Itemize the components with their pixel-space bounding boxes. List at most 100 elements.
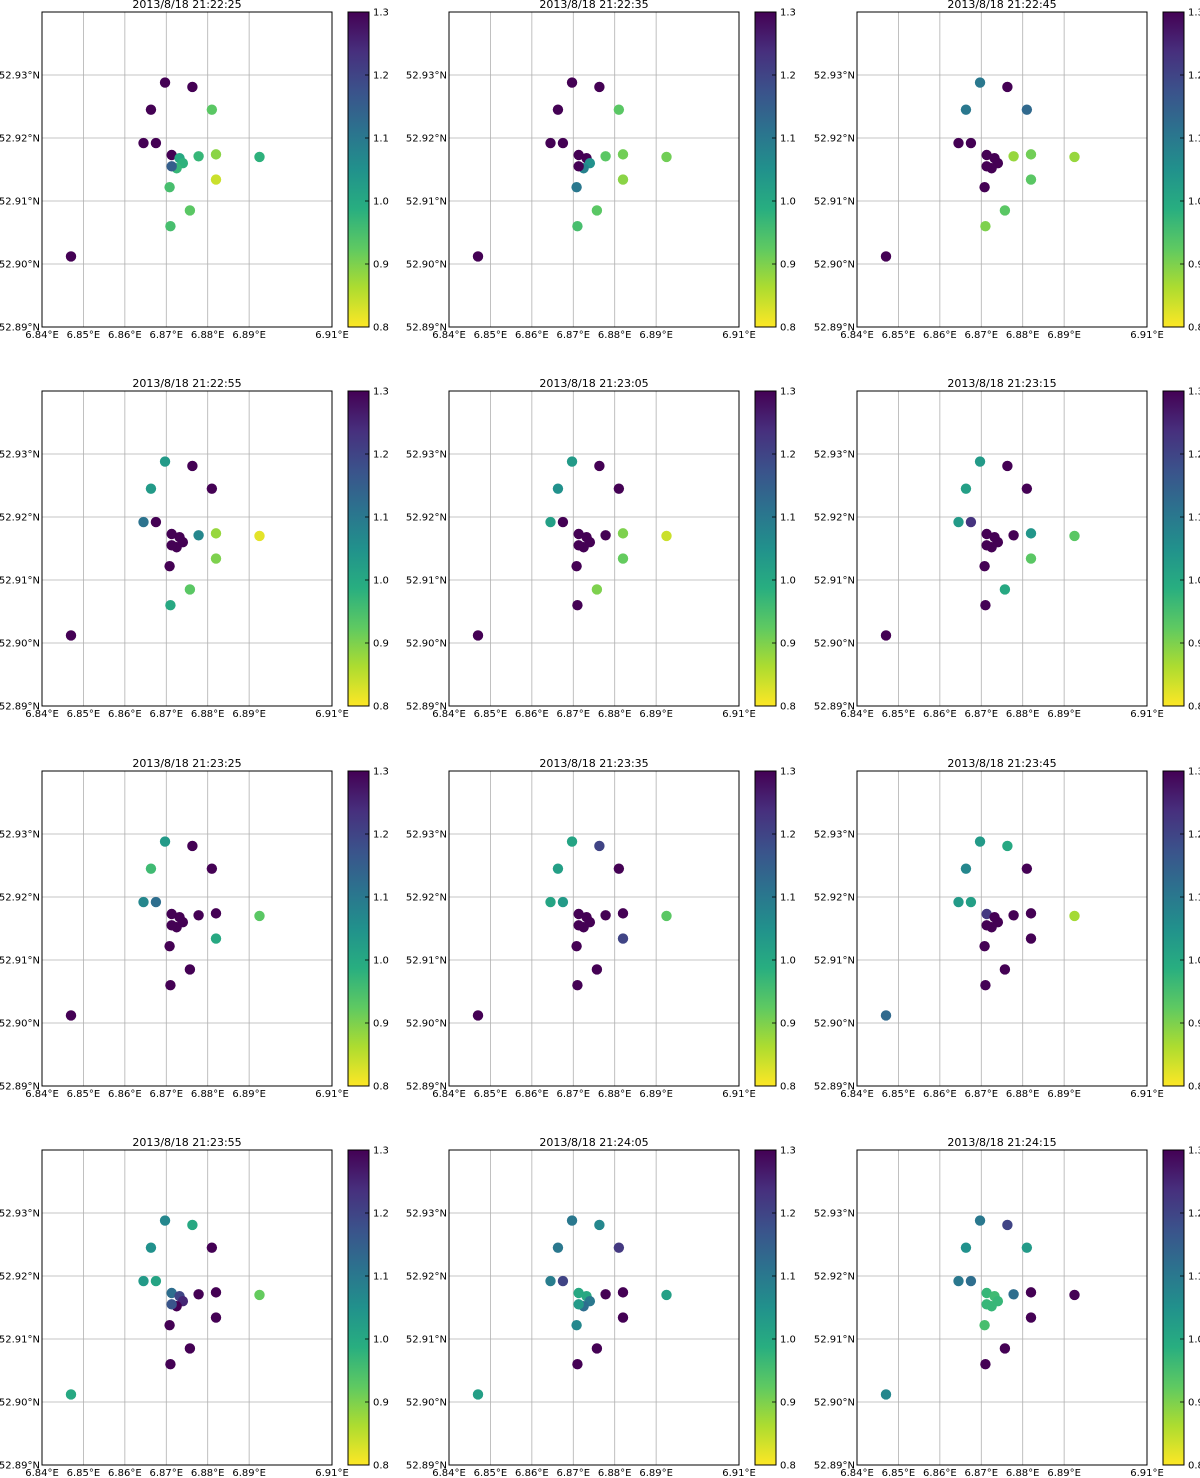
x-tick-label: 6.84°E [25,709,59,720]
data-point [150,1275,162,1287]
x-tick-label: 6.87°E [556,1468,590,1478]
data-point [254,530,265,542]
data-point [138,896,149,908]
x-tick-label: 6.88°E [598,709,632,720]
data-point [661,910,672,922]
x-tick-label: 6.89°E [639,709,673,720]
data-point [591,205,603,216]
data-point [571,940,582,952]
data-point [953,896,964,908]
axes-frame [856,390,1148,707]
axes-frame [41,1149,333,1466]
x-tick-label: 6.88°E [191,1089,225,1100]
x-tick-label: 6.88°E [598,330,632,341]
panel: 2013/8/18 21:23:15 6.84°E 6.85°E 6.86°E 6.87… [814,377,1200,720]
x-tick-label: 6.88°E [598,1468,632,1478]
colorbar-tick-label: 1.2 [1188,1209,1200,1220]
data-point [960,1242,972,1253]
colorbar [1162,770,1185,1087]
panel: 2013/8/18 21:24:05 6.84°E 6.85°E 6.86°E 6.87… [406,1136,796,1478]
data-point [953,516,964,528]
data-point [557,137,569,149]
data-point [1002,81,1013,93]
colorbar-tick-label: 1.0 [780,1335,796,1346]
data-point [1025,174,1037,185]
data-point [571,181,582,193]
colorbar-tick-label: 1.2 [1188,830,1200,841]
colorbar-tick-label: 0.8 [780,1082,796,1093]
data-point [600,1289,611,1300]
y-tick-label: 52.93°N [406,1209,447,1220]
x-tick-label: 6.87°E [964,330,998,341]
y-tick-label: 52.90°N [406,260,447,271]
data-point [965,896,977,908]
data-point [999,584,1011,595]
x-tick-label: 6.86°E [108,1468,142,1478]
data-point [999,1343,1011,1354]
data-point [166,920,177,931]
y-tick-label: 52.89°N [406,1461,447,1472]
colorbar-tick-label: 1.3 [373,767,389,778]
data-point [193,530,204,541]
colorbar-tick-label: 0.8 [780,323,796,334]
colorbar-tick-label: 0.9 [780,639,796,650]
x-tick-label: 6.89°E [232,330,266,341]
x-tick-label: 6.91°E [1130,709,1164,720]
data-point [65,1389,77,1400]
colorbar-tick-label: 1.2 [373,1209,389,1220]
colorbar-tick-label: 1.2 [1188,450,1200,461]
colorbar-tick-label: 0.8 [373,702,389,713]
data-point [1069,910,1080,922]
data-point [980,221,991,232]
axes-frame [856,11,1148,328]
x-tick-label: 6.87°E [964,1468,998,1478]
colorbar-tick-label: 0.8 [1188,702,1200,713]
x-tick-label: 6.91°E [315,330,349,341]
data-point [557,896,569,908]
y-tick-label: 52.89°N [406,702,447,713]
colorbar-tick-label: 1.0 [1188,197,1200,208]
data-point [953,1275,964,1287]
y-tick-label: 52.90°N [814,1019,855,1030]
data-point [880,251,892,262]
x-tick-label: 6.89°E [639,1089,673,1100]
x-tick-label: 6.86°E [923,1468,957,1478]
y-tick-label: 52.93°N [406,450,447,461]
data-point [1008,151,1019,162]
x-tick-label: 6.85°E [882,1468,916,1478]
x-tick-label: 6.91°E [315,709,349,720]
data-point [591,1343,603,1354]
data-point [617,933,629,944]
colorbar-tick-label: 1.1 [780,513,796,524]
data-point [1002,1219,1013,1231]
data-point [254,151,265,163]
plot-area [449,1150,739,1465]
colorbar [754,390,777,707]
y-tick-label: 52.91°N [406,197,447,208]
colorbar-tick-label: 0.9 [373,260,389,271]
y-tick-label: 52.92°N [406,1272,447,1283]
panel-title: 2013/8/18 21:23:15 [947,377,1056,390]
y-tick-label: 52.89°N [0,1461,40,1472]
x-tick-label: 6.88°E [1006,709,1040,720]
x-tick-label: 6.91°E [722,1089,756,1100]
colorbar-tick-label: 1.1 [1188,893,1200,904]
data-point [880,1389,892,1400]
y-tick-label: 52.89°N [406,323,447,334]
data-point [573,920,584,931]
colorbar-tick-label: 1.1 [373,1272,389,1283]
data-point [617,149,629,160]
x-tick-label: 6.85°E [474,1468,508,1478]
data-point [1069,530,1080,542]
data-point [600,151,611,162]
y-tick-label: 52.93°N [814,830,855,841]
data-point [254,910,265,922]
data-point [571,1319,582,1331]
data-point [880,630,892,641]
colorbar [1162,1149,1185,1466]
panel-title: 2013/8/18 21:23:55 [132,1136,241,1149]
colorbar-tick-label: 1.3 [1188,1146,1200,1157]
x-tick-label: 6.87°E [556,709,590,720]
data-point [184,1343,196,1354]
